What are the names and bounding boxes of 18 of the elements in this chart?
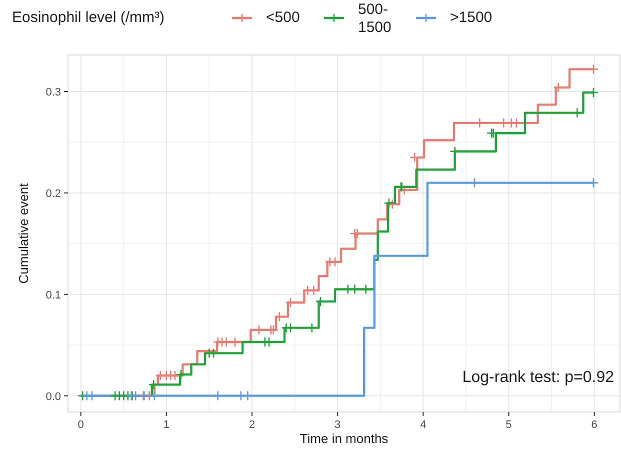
y-axis-title: Cumulative event: [16, 182, 31, 284]
x-tick-label: 0: [78, 419, 84, 431]
legend-label: <500: [266, 9, 300, 26]
legend-label: 500-1500: [358, 1, 392, 36]
x-tick-label: 4: [420, 419, 426, 431]
x-tick-label: 3: [334, 419, 341, 431]
y-tick-label: 0.0: [46, 390, 61, 403]
x-tick-label: 1: [163, 419, 170, 431]
x-tick-label: 2: [248, 419, 256, 431]
legend-title: Eosinophil level (/mm³): [12, 9, 165, 26]
x-tick-label: 5: [506, 419, 512, 431]
annotation: Log-rank test: p=0.92: [462, 369, 614, 386]
y-tick-label: 0.3: [46, 86, 61, 99]
y-tick-label: 0.2: [46, 188, 61, 200]
x-axis-title: Time in months: [300, 431, 389, 446]
legend-label: >1500: [450, 9, 492, 26]
y-tick-label: 0.1: [46, 289, 61, 302]
x-tick-label: 6: [591, 419, 598, 431]
